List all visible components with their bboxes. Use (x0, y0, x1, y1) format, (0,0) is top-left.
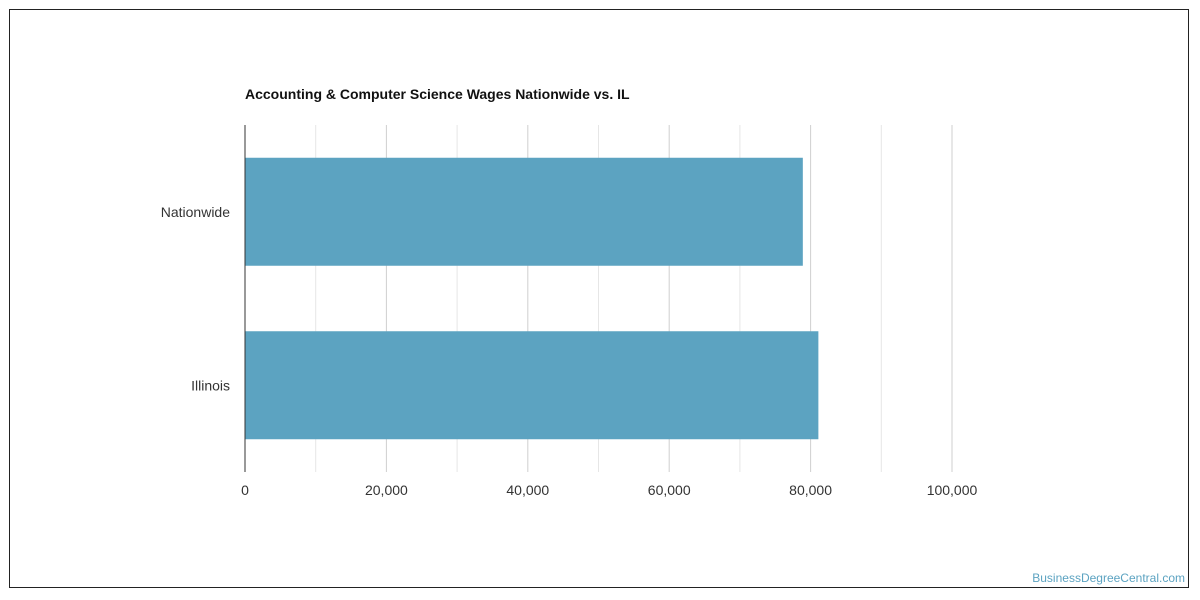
category-label: Nationwide (161, 204, 230, 220)
x-tick-label: 60,000 (648, 482, 691, 498)
x-tick-label: 40,000 (506, 482, 549, 498)
chart-title: Accounting & Computer Science Wages Nati… (245, 86, 630, 102)
axis-labels: Nationwide Illinois 0 20,000 40,000 60,000 80,… (161, 204, 978, 498)
bar-nationwide (245, 157, 803, 266)
bars (245, 157, 819, 440)
source-watermark: BusinessDegreeCentral.com (1032, 571, 1185, 585)
x-tick-label: 100,000 (927, 482, 978, 498)
x-tick-label: 20,000 (365, 482, 408, 498)
bar-illinois (245, 331, 819, 440)
x-tick-label: 80,000 (789, 482, 832, 498)
category-label: Illinois (191, 377, 230, 393)
x-tick-label: 0 (241, 482, 249, 498)
